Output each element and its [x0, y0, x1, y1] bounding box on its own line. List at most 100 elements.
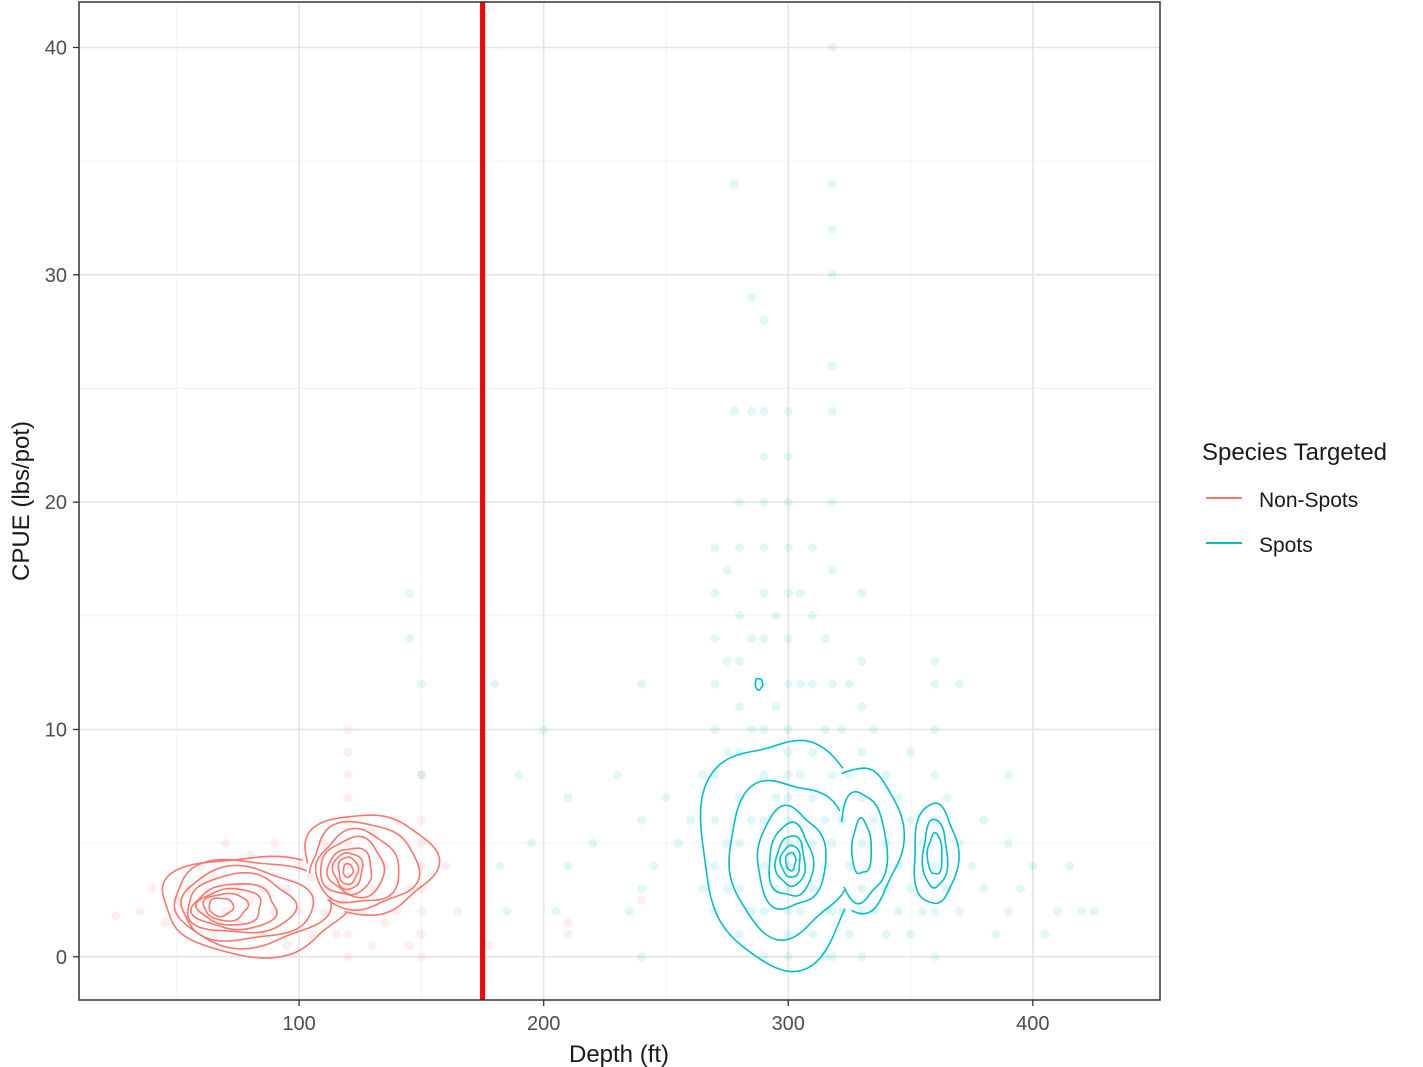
- data-point-spots: [759, 452, 769, 462]
- density-contours: [161, 677, 960, 973]
- data-point-non-spots: [196, 906, 206, 916]
- data-point-spots: [808, 838, 818, 848]
- data-point-spots: [637, 815, 647, 825]
- data-point-spots: [820, 634, 830, 644]
- data-point-spots: [759, 634, 769, 644]
- data-point-spots: [783, 906, 793, 916]
- data-point-spots: [930, 906, 940, 916]
- data-point-non-spots: [485, 940, 495, 950]
- y-axis-title: CPUE (lbs/pot): [8, 421, 35, 581]
- data-point-spots: [1003, 770, 1013, 780]
- data-point-spots: [698, 884, 708, 894]
- density-contour-non-spots: [194, 887, 262, 926]
- data-point-spots: [942, 793, 952, 803]
- data-point-spots: [783, 406, 793, 416]
- data-point-spots: [734, 884, 744, 894]
- data-point-spots: [710, 815, 720, 825]
- data-point-non-spots: [416, 838, 426, 848]
- data-point-spots: [759, 679, 769, 689]
- data-point-non-spots: [343, 724, 353, 734]
- data-point-spots: [857, 747, 867, 757]
- data-point-spots: [954, 906, 964, 916]
- y-tick-label: 30: [45, 265, 67, 287]
- data-point-spots: [795, 679, 805, 689]
- data-point-non-spots: [282, 884, 292, 894]
- data-point-spots: [808, 747, 818, 757]
- data-point-spots: [827, 952, 837, 962]
- data-point-spots: [930, 724, 940, 734]
- data-point-non-spots: [209, 929, 219, 939]
- data-point-spots: [783, 770, 793, 780]
- data-point-spots: [857, 884, 867, 894]
- data-point-spots: [759, 497, 769, 507]
- data-point-spots: [673, 838, 683, 848]
- data-point-spots: [734, 611, 744, 621]
- data-point-spots: [795, 588, 805, 598]
- data-point-spots: [747, 724, 757, 734]
- density-contour-spots: [926, 831, 943, 875]
- data-point-spots: [495, 861, 505, 871]
- data-point-spots: [637, 679, 647, 689]
- data-point-spots: [869, 906, 879, 916]
- data-point-non-spots: [563, 929, 573, 939]
- data-point-non-spots: [343, 815, 353, 825]
- density-contour-non-spots: [161, 855, 347, 959]
- data-point-spots: [710, 679, 720, 689]
- legend: Species Targeted Non-Spots Spots: [1202, 439, 1387, 557]
- data-point-spots: [930, 861, 940, 871]
- data-point-spots: [759, 406, 769, 416]
- density-contour-non-spots: [326, 847, 373, 896]
- data-point-non-spots: [319, 906, 329, 916]
- data-point-spots: [808, 543, 818, 553]
- data-point-spots: [827, 770, 837, 780]
- data-point-spots: [857, 656, 867, 666]
- data-point-spots: [734, 543, 744, 553]
- data-point-non-spots: [637, 895, 647, 905]
- data-point-spots: [783, 634, 793, 644]
- data-point-spots: [747, 815, 757, 825]
- scatter-points: [111, 42, 1099, 962]
- density-contour-spots: [754, 677, 764, 691]
- legend-title: Species Targeted: [1202, 439, 1387, 466]
- grid-major: [79, 2, 1160, 1000]
- data-point-spots: [783, 724, 793, 734]
- data-point-spots: [783, 929, 793, 939]
- data-point-spots: [747, 634, 757, 644]
- data-point-spots: [808, 929, 818, 939]
- data-point-spots: [747, 406, 757, 416]
- data-point-spots: [734, 656, 744, 666]
- data-point-spots: [827, 179, 837, 189]
- data-point-spots: [808, 611, 818, 621]
- density-contour-non-spots: [314, 827, 400, 904]
- data-point-spots: [783, 679, 793, 689]
- data-point-non-spots: [416, 884, 426, 894]
- data-point-non-spots: [331, 929, 341, 939]
- data-point-spots: [759, 770, 769, 780]
- data-point-spots: [1028, 861, 1038, 871]
- density-contour-non-spots: [337, 856, 360, 886]
- data-point-spots: [502, 906, 512, 916]
- data-point-non-spots: [319, 838, 329, 848]
- data-point-spots: [526, 838, 536, 848]
- data-point-spots: [759, 543, 769, 553]
- data-point-spots: [404, 634, 414, 644]
- legend-label-non-spots: Non-Spots: [1259, 489, 1358, 512]
- data-point-spots: [771, 611, 781, 621]
- x-tick-label: 100: [282, 1013, 315, 1035]
- density-contour-non-spots: [331, 852, 364, 891]
- data-point-spots: [1040, 929, 1050, 939]
- density-contour-spots: [841, 767, 906, 915]
- y-tick-label: 40: [45, 37, 67, 59]
- density-contour-spots: [840, 790, 889, 905]
- data-point-spots: [710, 543, 720, 553]
- data-point-spots: [722, 656, 732, 666]
- data-point-spots: [906, 815, 916, 825]
- data-point-spots: [637, 884, 647, 894]
- data-point-non-spots: [563, 918, 573, 928]
- data-point-spots: [734, 497, 744, 507]
- data-point-non-spots: [147, 884, 157, 894]
- data-point-non-spots: [441, 861, 451, 871]
- x-axis-title: Depth (ft): [569, 1041, 669, 1067]
- data-point-spots: [416, 770, 426, 780]
- panel-background: [79, 2, 1160, 1000]
